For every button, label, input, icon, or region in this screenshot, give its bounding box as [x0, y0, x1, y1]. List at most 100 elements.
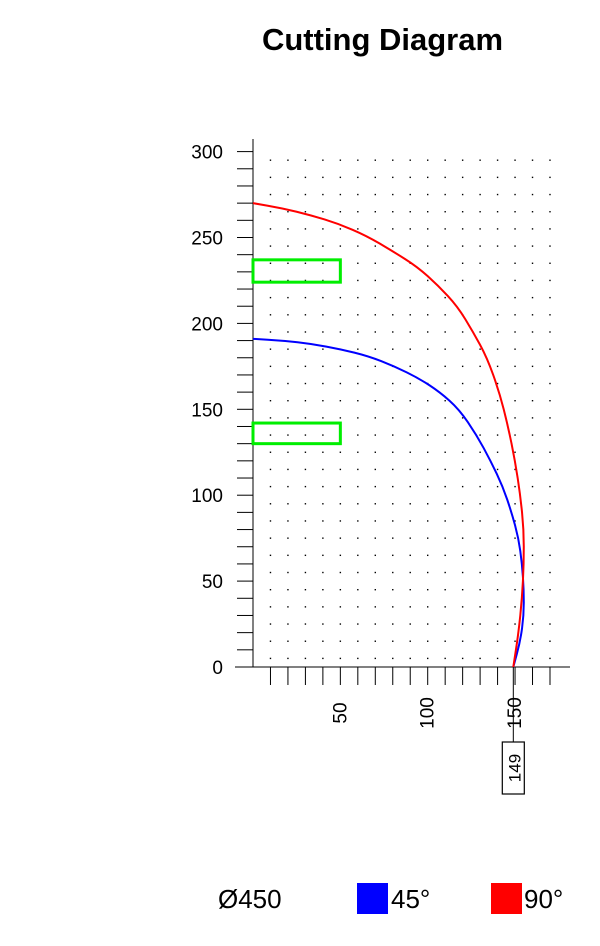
grid-dot	[339, 623, 342, 625]
legend-swatch-45	[357, 883, 388, 914]
grid-dot	[496, 537, 499, 539]
grid-dot	[269, 279, 272, 282]
grid-dot	[427, 571, 429, 574]
grid-dot	[531, 262, 534, 264]
grid-dot	[374, 382, 376, 385]
grid-dot	[357, 211, 359, 213]
grid-dot	[549, 623, 551, 625]
grid-dot	[409, 245, 411, 247]
grid-dot	[514, 554, 516, 557]
grid-dot	[549, 537, 551, 539]
grid-dot	[409, 159, 411, 161]
grid-dot	[322, 520, 324, 522]
grid-dot	[549, 451, 551, 453]
grid-dot	[339, 211, 342, 213]
grid-dot	[304, 623, 307, 625]
grid-dot	[461, 400, 464, 402]
marker-label: 149	[505, 754, 524, 782]
grid-dot	[479, 159, 481, 161]
grid-dot	[269, 485, 272, 488]
grid-dot	[461, 606, 464, 608]
grid-dot	[357, 520, 359, 522]
grid-dot	[304, 400, 307, 402]
grid-dot	[392, 400, 394, 402]
grid-dot	[496, 468, 499, 471]
grid-dot	[339, 606, 342, 608]
grid-dot	[479, 176, 481, 179]
grid-dot	[444, 211, 446, 213]
grid-dot	[427, 193, 429, 196]
grid-dot	[339, 640, 342, 642]
grid-dot	[444, 176, 446, 179]
grid-dot	[531, 537, 534, 539]
grid-dot	[427, 211, 429, 213]
grid-dot	[322, 279, 324, 282]
grid-dot	[479, 571, 481, 574]
grid-dot	[409, 365, 411, 368]
axes: 0 50 100 150 200 250 300 50 100 150	[191, 139, 570, 729]
grid-dot	[549, 554, 551, 557]
grid-dot	[287, 588, 289, 591]
y-tick-label: 0	[212, 658, 223, 679]
grid-dot	[496, 314, 499, 316]
grid-dot	[339, 503, 342, 505]
grid-dot	[479, 348, 481, 350]
grid-dot	[304, 331, 307, 333]
grid-dot	[339, 400, 342, 402]
grid-dot	[357, 434, 359, 436]
grid-dot	[287, 279, 289, 282]
grid-dot	[549, 382, 551, 385]
grid-dot	[322, 314, 324, 316]
grid-dot	[479, 262, 481, 264]
grid-dot	[269, 537, 272, 539]
grid-dot	[374, 331, 376, 333]
grid-dot	[444, 554, 446, 557]
grid-dot	[427, 588, 429, 591]
grid-dot	[392, 537, 394, 539]
grid-dot	[357, 279, 359, 282]
grid-dot	[304, 417, 307, 419]
grid-dot	[304, 485, 307, 488]
grid-dot	[479, 279, 481, 282]
grid-dot	[339, 417, 342, 419]
grid-dot	[479, 382, 481, 385]
grid-dot	[479, 588, 481, 591]
grid-dot	[444, 365, 446, 368]
grid-dot	[269, 468, 272, 471]
legend-swatch-90	[491, 883, 522, 914]
grid-dot	[339, 537, 342, 539]
grid-dot	[461, 245, 464, 247]
grid-dot	[304, 279, 307, 282]
y-tick-label: 150	[191, 400, 223, 421]
grid-dot	[287, 657, 289, 660]
y-tick-label: 300	[191, 143, 223, 164]
grid-dot	[496, 554, 499, 557]
grid-dot	[531, 245, 534, 247]
grid-dot	[287, 537, 289, 539]
grid-dot	[322, 176, 324, 179]
grid-dot	[514, 400, 516, 402]
grid-dot	[322, 245, 324, 247]
grid-dot	[322, 348, 324, 350]
grid-dot	[427, 400, 429, 402]
grid-dot	[514, 279, 516, 282]
grid-dot	[514, 193, 516, 196]
grid-dot	[514, 245, 516, 247]
grid-dot	[496, 279, 499, 282]
grid-dot	[479, 468, 481, 471]
grid-dot	[304, 503, 307, 505]
grid-dot	[322, 537, 324, 539]
grid-dot	[304, 468, 307, 471]
grid-dot	[357, 228, 359, 230]
grid-dot	[287, 296, 289, 299]
grid-dot	[444, 382, 446, 385]
grid-dot	[269, 623, 272, 625]
grid-dot	[374, 314, 376, 316]
grid-dot	[514, 588, 516, 591]
grid-dot	[549, 657, 551, 660]
grid-dot	[427, 485, 429, 488]
grid-dot	[514, 434, 516, 436]
grid-dot	[304, 365, 307, 368]
grid-dot	[357, 503, 359, 505]
grid-dot	[287, 554, 289, 557]
